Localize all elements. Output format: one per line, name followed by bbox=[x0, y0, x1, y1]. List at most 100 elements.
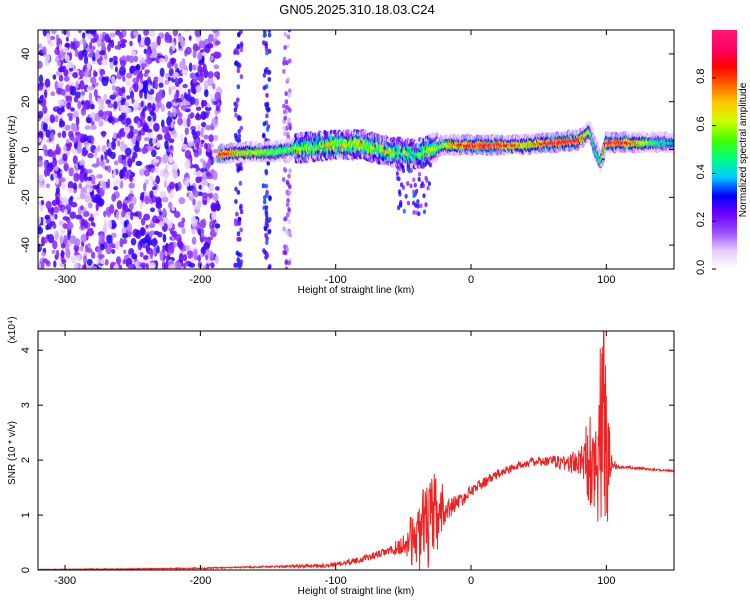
spectrogram-cell bbox=[104, 76, 110, 83]
spectrogram-cell bbox=[122, 76, 126, 82]
spectrogram-cell bbox=[262, 195, 267, 201]
spectrogram-cell bbox=[188, 192, 194, 197]
spectrogram-cell bbox=[285, 190, 290, 196]
spectrogram-cell bbox=[201, 218, 207, 229]
spectrogram-cell bbox=[72, 72, 78, 79]
spectrogram-cell bbox=[98, 233, 103, 243]
spectrogram-cell bbox=[155, 91, 162, 102]
spectrogram-cell bbox=[237, 133, 242, 139]
spectrogram-cell bbox=[103, 219, 107, 226]
spectrogram-cell bbox=[284, 260, 289, 266]
spectrogram-cell bbox=[186, 117, 191, 128]
spectrogram-cell bbox=[122, 232, 128, 239]
spectrogram-cell bbox=[38, 262, 42, 269]
spectrogram-cell bbox=[174, 210, 181, 219]
spectrogram-cell bbox=[51, 249, 56, 254]
spectrogram-cell bbox=[42, 30, 48, 37]
spectrogram-cell bbox=[191, 236, 197, 245]
spectrogram-cell bbox=[65, 95, 73, 101]
spectrogram-cell bbox=[199, 142, 204, 148]
spectrogram-cell bbox=[267, 76, 272, 82]
spectrogram-cell bbox=[54, 177, 60, 185]
spectrogram-cell bbox=[64, 42, 71, 49]
spectrogram-cell bbox=[123, 126, 131, 134]
spectrogram-cell bbox=[94, 148, 98, 158]
spectrogram-cell bbox=[288, 168, 292, 174]
spectrogram-cell bbox=[80, 233, 87, 243]
spectrogram-cell bbox=[143, 182, 147, 192]
spectrogram-cell bbox=[195, 72, 200, 78]
spectrogram-cell bbox=[180, 105, 185, 110]
spectrogram-cell bbox=[132, 151, 138, 159]
spectrogram-cell bbox=[89, 41, 93, 50]
spectrogram-cell bbox=[148, 230, 153, 238]
spectrogram-cell bbox=[77, 30, 82, 34]
spectrogram-cell bbox=[77, 140, 83, 150]
spectrogram-cell bbox=[208, 183, 215, 192]
spectrogram-cell bbox=[211, 170, 218, 181]
spectrogram-cell bbox=[67, 181, 74, 190]
spectrogram-cell bbox=[61, 130, 67, 139]
spectrogram-cell bbox=[216, 203, 221, 211]
spectrogram-cell bbox=[262, 248, 266, 254]
spectrogram-cell bbox=[159, 168, 165, 177]
spectrogram-cell bbox=[79, 160, 86, 167]
spectrogram-cell bbox=[75, 214, 83, 220]
spectrogram-cell bbox=[202, 112, 207, 120]
spectrogram-cell bbox=[234, 186, 238, 192]
spectrogram-cell bbox=[287, 92, 292, 98]
spectrogram-cell bbox=[202, 160, 206, 170]
spectrogram-cell bbox=[99, 50, 106, 56]
spectrogram-cell bbox=[75, 80, 79, 90]
spectrogram-cell bbox=[109, 62, 114, 70]
spectrogram-cell bbox=[51, 30, 57, 35]
spectrogram-cell bbox=[197, 254, 202, 262]
spectrogram-cell bbox=[88, 92, 92, 102]
spectrogram-cell bbox=[144, 179, 149, 185]
spectrogram-cell bbox=[198, 60, 205, 66]
spectrogram-cell bbox=[283, 115, 288, 121]
spectrogram-cell bbox=[124, 147, 132, 156]
spectrogram-cell bbox=[150, 207, 155, 213]
spectrogram-cell bbox=[49, 35, 56, 41]
spectrogram-cell bbox=[147, 164, 155, 169]
spectrogram-cell bbox=[104, 259, 109, 266]
spectrogram-cell bbox=[38, 159, 44, 168]
spectrogram-cell bbox=[61, 197, 69, 206]
spectrogram-cell bbox=[98, 109, 104, 118]
spectrogram-cell bbox=[167, 201, 173, 209]
spectrogram-cell bbox=[172, 230, 178, 238]
spectrogram-cell bbox=[140, 62, 147, 68]
spectrogram-cell bbox=[236, 236, 240, 242]
spectrogram-cell bbox=[200, 139, 205, 144]
spectrogram-cell bbox=[107, 116, 114, 123]
spectrogram-cell bbox=[171, 162, 178, 173]
spectrogram-cell bbox=[167, 219, 173, 229]
spectrogram-cell bbox=[104, 165, 109, 171]
spectrogram-cell bbox=[113, 101, 118, 110]
spectrogram-cell bbox=[94, 50, 101, 60]
spectrogram-cell bbox=[236, 43, 241, 49]
spectrogram-cell bbox=[74, 261, 79, 269]
spectrogram-cell bbox=[283, 216, 287, 222]
spectrogram-cell bbox=[235, 162, 240, 168]
spectrogram-cell bbox=[155, 141, 161, 148]
figure-title: GN05.2025.310.18.03.C24 bbox=[279, 2, 434, 17]
spectrogram-cell bbox=[264, 183, 269, 189]
spectrogram-cell bbox=[143, 255, 149, 260]
spectrogram-cell bbox=[192, 198, 196, 206]
spectrogram-cell bbox=[152, 137, 157, 145]
spectrogram-cell bbox=[40, 199, 45, 206]
spectrogram-cell bbox=[61, 258, 67, 265]
spectrogram-cell bbox=[103, 210, 107, 218]
spectrogram-cell bbox=[54, 114, 59, 123]
spectrogram-cell bbox=[83, 100, 91, 110]
spectrogram-cell bbox=[81, 151, 88, 157]
spectrogram-cell bbox=[182, 118, 187, 128]
spectrogram-cell bbox=[89, 30, 96, 35]
spectrogram-cell bbox=[264, 168, 269, 174]
spectrogram-cell bbox=[181, 69, 188, 75]
spectrogram-cell bbox=[84, 69, 90, 78]
spectrogram-cell bbox=[284, 99, 289, 105]
